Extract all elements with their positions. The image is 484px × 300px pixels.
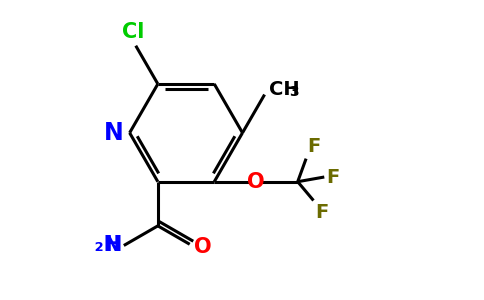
Text: N: N [104,121,123,145]
Text: F: F [307,137,321,156]
Text: O: O [194,237,211,257]
Text: Cl: Cl [122,22,145,42]
Text: CH: CH [269,80,299,99]
Text: ₂N: ₂N [80,236,121,256]
Text: F: F [326,167,339,187]
Text: H: H [104,236,121,256]
Text: O: O [247,172,265,192]
Text: 3: 3 [289,85,299,99]
Text: F: F [315,203,328,222]
